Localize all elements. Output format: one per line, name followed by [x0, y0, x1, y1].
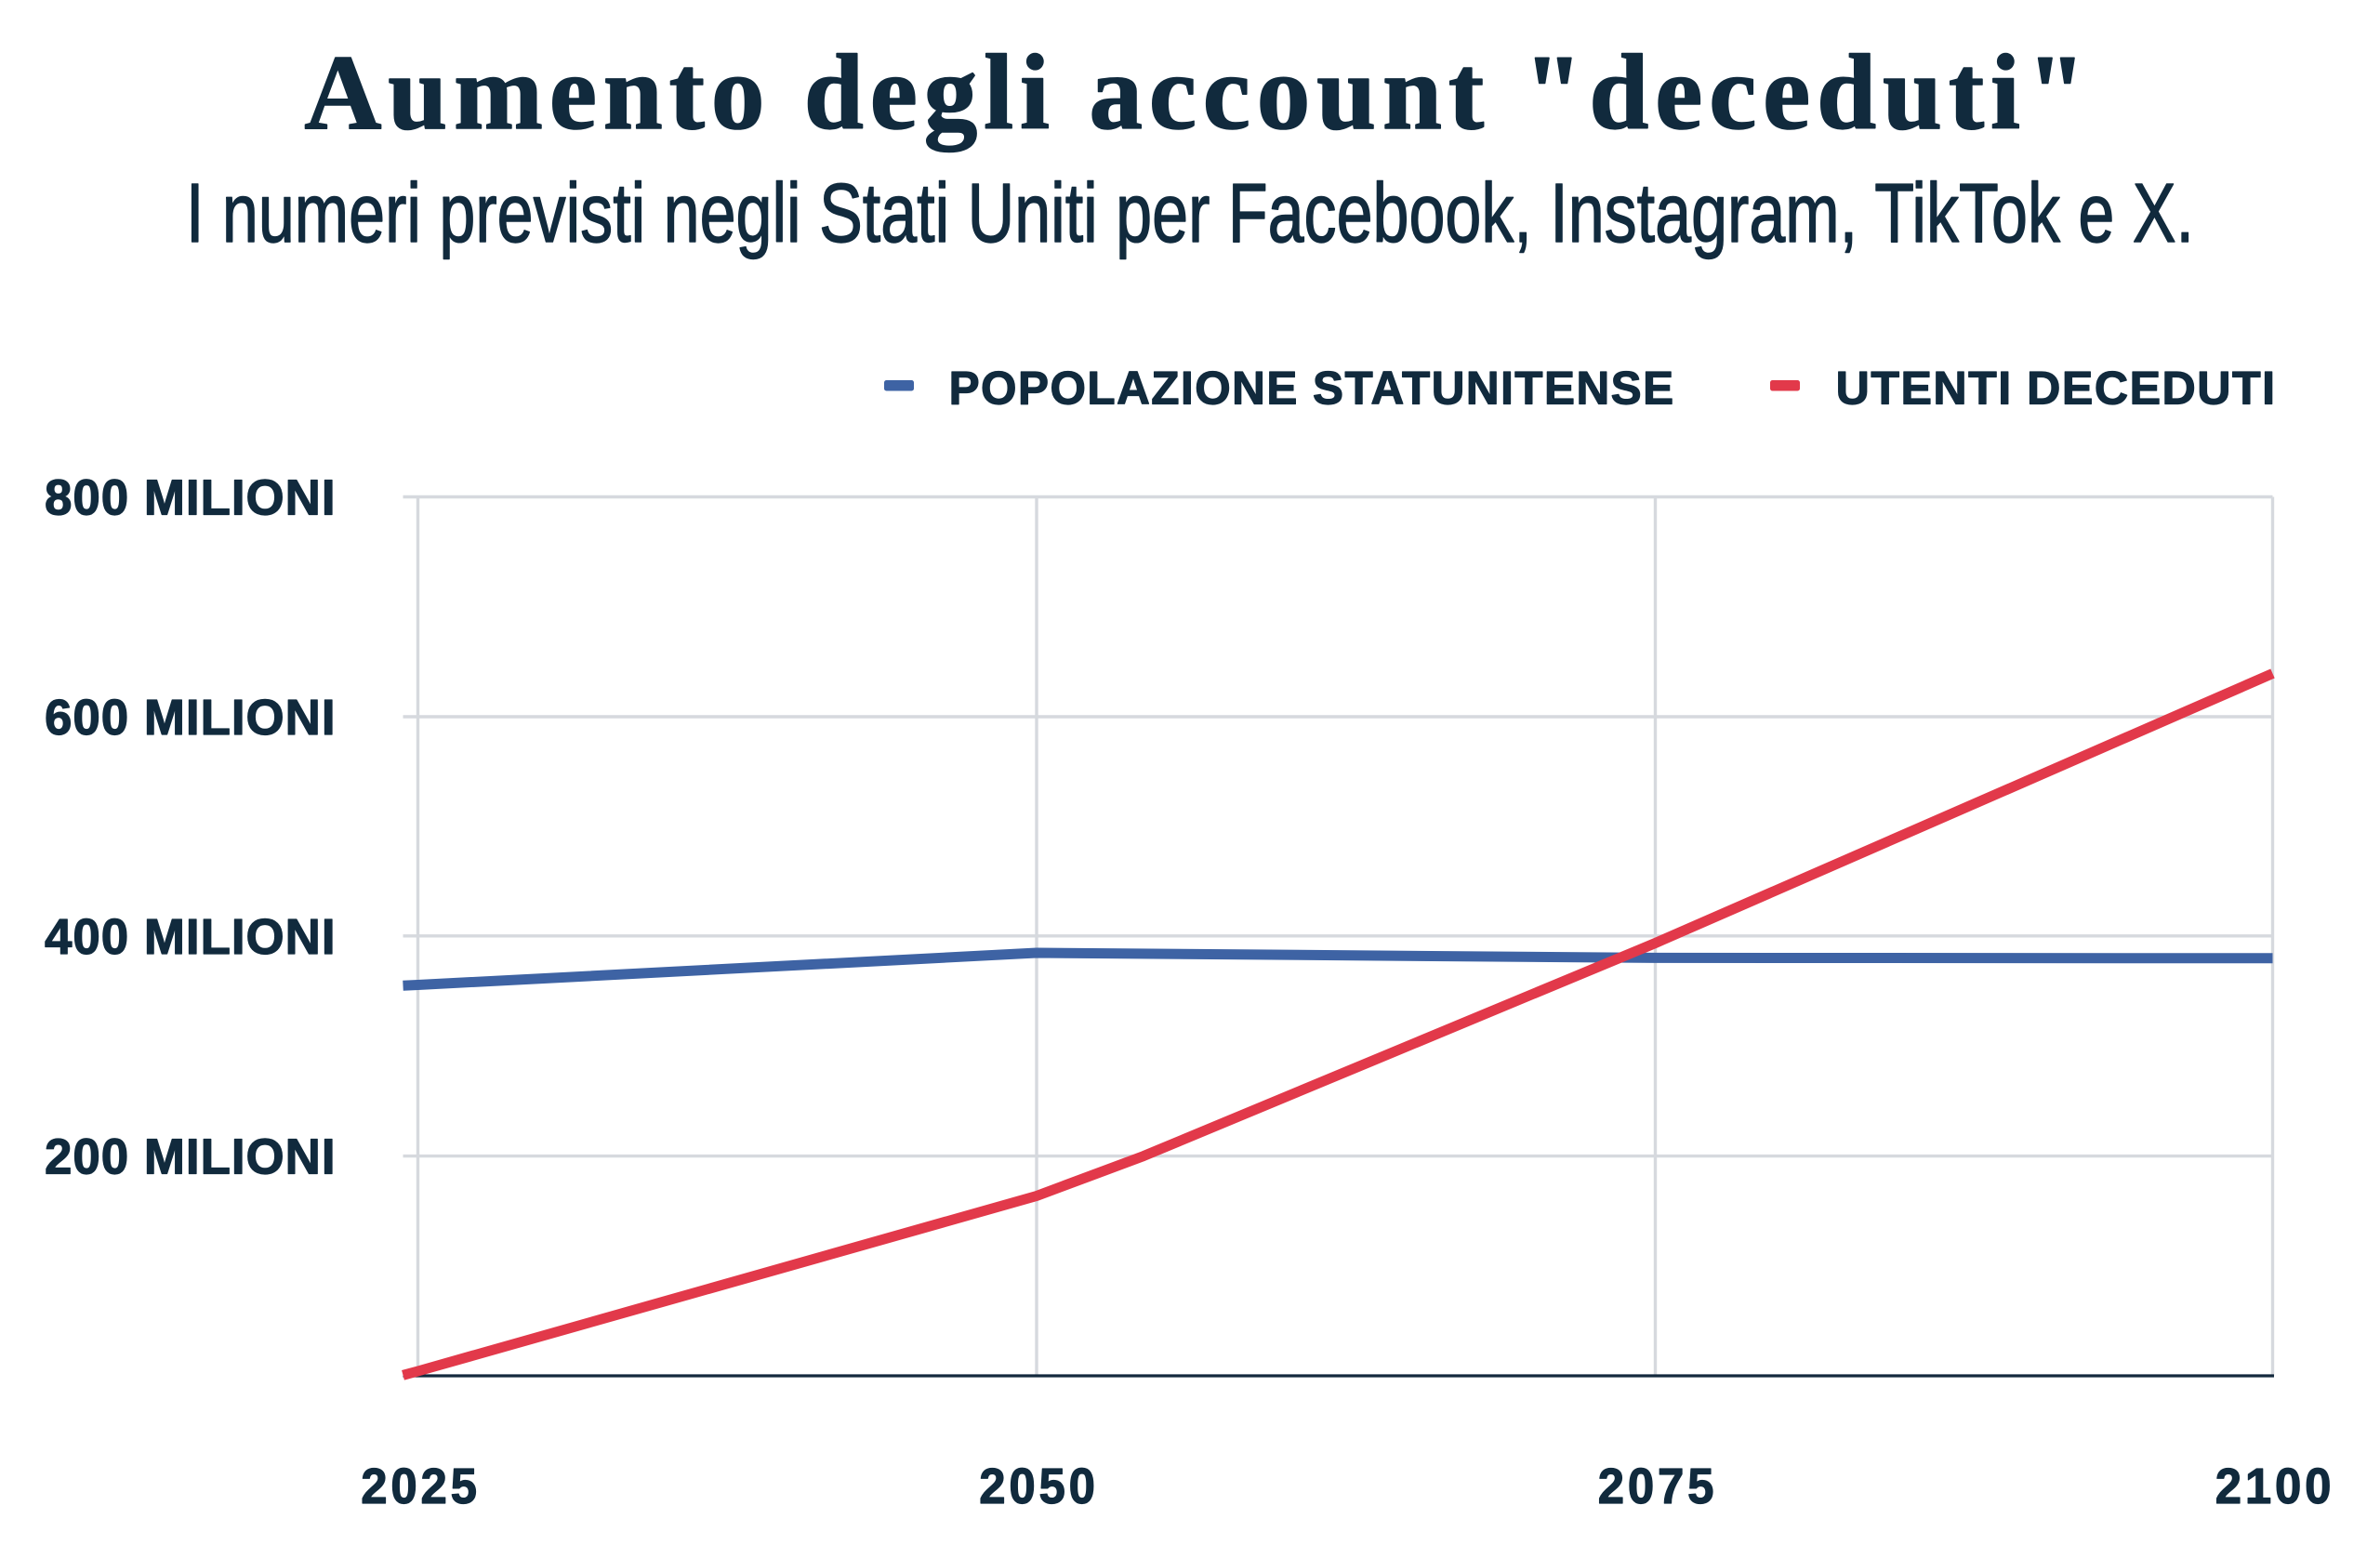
svg-text:2050: 2050: [979, 1459, 1099, 1514]
svg-text:800 MILIONI: 800 MILIONI: [45, 470, 337, 526]
svg-text:UTENTI DECEDUTI: UTENTI DECEDUTI: [1836, 363, 2277, 415]
svg-text:400 MILIONI: 400 MILIONI: [45, 909, 337, 965]
svg-text:POPOLAZIONE STATUNITENSE: POPOLAZIONE STATUNITENSE: [949, 363, 1675, 415]
svg-text:2025: 2025: [361, 1459, 481, 1514]
svg-text:2100: 2100: [2215, 1459, 2335, 1514]
svg-text:Aumento degli account "decedut: Aumento degli account "deceduti": [304, 33, 2092, 152]
svg-text:2075: 2075: [1598, 1459, 1718, 1514]
svg-text:I numeri previsti negli Stati: I numeri previsti negli Stati Uniti per …: [186, 167, 2194, 260]
svg-text:200 MILIONI: 200 MILIONI: [45, 1129, 337, 1185]
svg-text:600 MILIONI: 600 MILIONI: [45, 690, 337, 746]
